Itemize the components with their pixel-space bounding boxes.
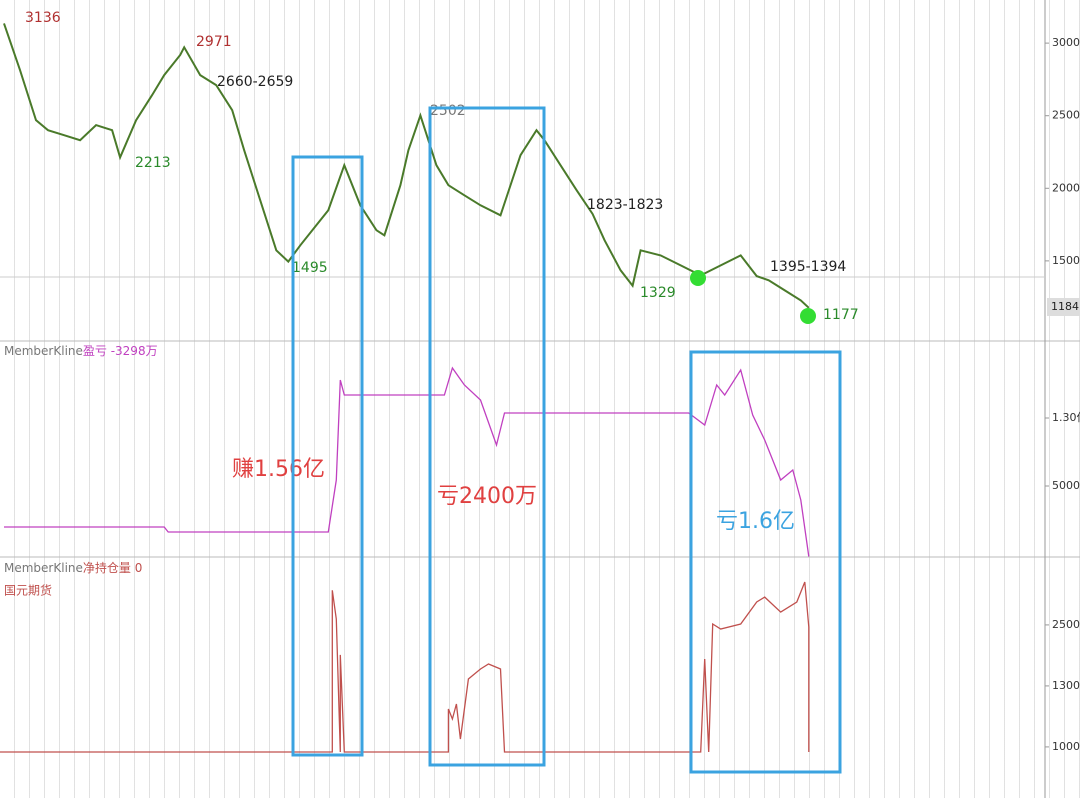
annotation: 1495 xyxy=(292,260,328,276)
y-tick-label: 1.30亿 xyxy=(1052,411,1080,424)
legend-member: MemberKline xyxy=(4,561,83,575)
annotation: 1177 xyxy=(823,307,859,323)
series-line xyxy=(3,23,810,309)
y-tick-label: 3000 xyxy=(1052,36,1080,49)
y-tick-label: 5000万 xyxy=(1052,479,1080,492)
last-price-box xyxy=(1047,298,1080,316)
legend-value: 盈亏 -3298万 xyxy=(83,344,158,358)
member-name: 国元期货 xyxy=(4,583,52,598)
annotation: 亏1.6亿 xyxy=(716,509,795,534)
series-line xyxy=(4,366,810,557)
legend-value: 净持仓量 0 xyxy=(83,560,142,575)
series-line xyxy=(0,581,810,753)
y-tick-label: 1000 xyxy=(1052,740,1080,753)
annotation: 1823-1823 xyxy=(587,197,663,213)
annotation: 2660-2659 xyxy=(217,74,293,90)
highlight-box xyxy=(428,106,546,767)
annotation: 2971 xyxy=(196,34,232,50)
highlight-box xyxy=(291,155,364,757)
annotation: 亏2400万 xyxy=(437,484,537,509)
annotation: 1395-1394 xyxy=(770,259,846,275)
annotation: 3136 xyxy=(25,10,61,26)
y-tick-label: 25000 xyxy=(1052,618,1080,631)
marker-dot xyxy=(690,270,706,286)
marker-dot xyxy=(800,308,816,324)
y-tick-label: 13000 xyxy=(1052,679,1080,692)
highlight-box xyxy=(689,350,842,774)
annotation: 1329 xyxy=(640,285,676,301)
annotation: 2502 xyxy=(430,103,466,119)
y-tick-label: 1500 xyxy=(1052,254,1080,267)
last-price: 1184 xyxy=(1051,300,1079,313)
annotation: 赚1.56亿 xyxy=(232,457,325,482)
y-tick-label: 2000 xyxy=(1052,181,1080,194)
annotation: 2213 xyxy=(135,155,171,171)
legend-member: MemberKline xyxy=(4,344,83,358)
legend-text: MemberKline净持仓量 0 xyxy=(4,560,142,575)
legend-text: MemberKline盈亏 -3298万 xyxy=(4,344,158,358)
y-tick-label: 2500 xyxy=(1052,109,1080,122)
